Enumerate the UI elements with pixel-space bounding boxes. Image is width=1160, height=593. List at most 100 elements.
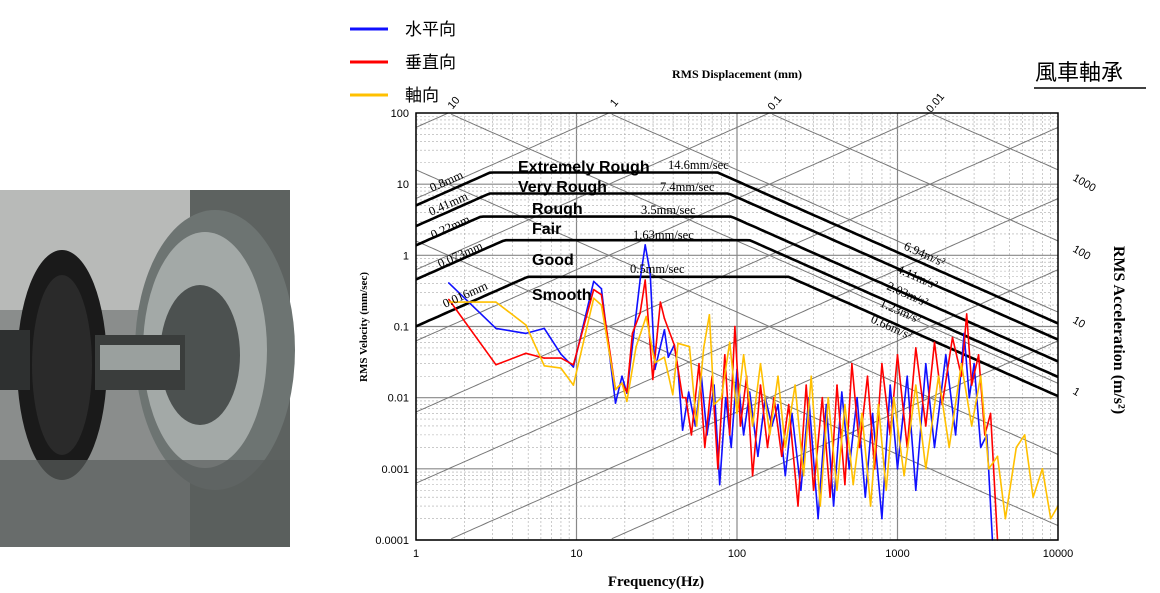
- data-point: [681, 396, 684, 399]
- data-point: [800, 489, 802, 492]
- data-point: [970, 425, 973, 427]
- data-point: [649, 272, 652, 275]
- data-point: [592, 280, 595, 283]
- x-tick-label: 1000: [885, 548, 909, 560]
- data-point: [832, 505, 835, 507]
- data-point: [673, 344, 676, 346]
- top-axis-label: RMS Displacement (mm): [672, 67, 802, 81]
- data-point: [903, 474, 905, 477]
- data-point: [759, 384, 762, 386]
- data-point: [766, 446, 769, 449]
- legend-label-horizontal: 水平向: [405, 20, 456, 40]
- data-point: [592, 288, 595, 291]
- data-point: [979, 375, 982, 378]
- data-point: [954, 434, 957, 436]
- data-point: [836, 384, 838, 386]
- data-point: [757, 455, 759, 458]
- y-tick-label: 10: [397, 179, 409, 191]
- x-axis-label: Frequency(Hz): [608, 574, 704, 590]
- velocity-label-3: 1.63mm/sec: [633, 228, 694, 242]
- data-point: [560, 353, 562, 355]
- displacement-gridline: [415, 112, 930, 342]
- data-point: [844, 403, 846, 406]
- data-point: [914, 384, 917, 386]
- data-point: [447, 301, 450, 303]
- data-point: [914, 347, 917, 349]
- data-point: [1023, 434, 1026, 436]
- data-point: [881, 362, 883, 365]
- data-point: [881, 517, 883, 520]
- data-point: [844, 483, 846, 486]
- x-tick-label: 10000: [1043, 548, 1074, 560]
- legend-label-axial: 軸向: [405, 86, 439, 106]
- data-point: [713, 403, 715, 406]
- y-tick-label: 0.01: [388, 393, 409, 405]
- legend-label-vertical: 垂直向: [405, 53, 456, 73]
- data-point: [748, 391, 751, 393]
- data-point: [495, 327, 497, 330]
- data-point: [821, 396, 824, 399]
- data-point: [987, 468, 990, 470]
- data-point: [937, 375, 940, 378]
- data-point: [817, 517, 819, 520]
- data-point: [572, 366, 575, 368]
- data-point: [560, 367, 562, 369]
- x-tick-label: 1: [413, 548, 419, 560]
- displacement-gridline: [415, 126, 1059, 413]
- data-point: [861, 412, 863, 415]
- acceleration-gridline: [772, 113, 1059, 242]
- data-point: [600, 293, 603, 296]
- data-point: [614, 402, 617, 404]
- data-point: [681, 429, 684, 431]
- data-point: [671, 393, 674, 396]
- data-point: [1004, 517, 1007, 520]
- data-point: [720, 396, 723, 399]
- data-point: [869, 505, 872, 507]
- zone-label-good: Good: [532, 252, 574, 269]
- data-point: [724, 354, 726, 356]
- data-point: [639, 312, 641, 314]
- data-point: [1015, 446, 1018, 449]
- data-point: [621, 375, 623, 378]
- data-point: [677, 342, 679, 345]
- velocity-label-0: 14.6mm/sec: [668, 158, 729, 172]
- data-point: [896, 354, 899, 356]
- x-tick-label: 100: [728, 548, 746, 560]
- data-point: [784, 446, 787, 449]
- data-point: [659, 301, 662, 303]
- displacement-gridline: [611, 340, 1059, 540]
- data-point: [572, 363, 575, 366]
- acceleration-gridline: [611, 113, 1059, 313]
- data-point: [851, 362, 853, 365]
- data-point: [864, 496, 867, 498]
- plot-frame: [415, 112, 1059, 541]
- data-point: [802, 474, 805, 477]
- right-axis-label: RMS Acceleration (m/s²): [1110, 246, 1127, 414]
- data-point: [896, 468, 899, 470]
- data-point: [495, 301, 497, 303]
- data-point: [960, 375, 963, 378]
- severity-boundary-2: [415, 215, 1059, 363]
- data-point: [970, 384, 973, 386]
- velocity-label-2: 3.5mm/sec: [641, 203, 696, 217]
- data-point: [979, 446, 982, 449]
- zone-label-very-rough: Very Rough: [518, 179, 607, 196]
- data-point: [717, 468, 719, 470]
- data-point: [718, 483, 721, 486]
- data-point: [525, 324, 527, 326]
- data-point: [600, 287, 603, 290]
- data-point: [965, 313, 968, 315]
- data-point: [960, 362, 963, 365]
- data-point: [695, 425, 698, 427]
- data-point: [951, 336, 954, 339]
- data-point: [810, 375, 813, 378]
- data-point: [893, 396, 895, 399]
- data-point: [885, 489, 887, 492]
- y-tick-label: 1: [403, 250, 409, 262]
- data-point: [877, 403, 880, 406]
- zone-label-rough: Rough: [532, 201, 583, 218]
- x-tick-label: 10: [570, 548, 582, 560]
- data-point: [751, 474, 754, 477]
- severity-boundary-1: [415, 192, 1059, 341]
- severity-boundary-3: [415, 238, 1059, 379]
